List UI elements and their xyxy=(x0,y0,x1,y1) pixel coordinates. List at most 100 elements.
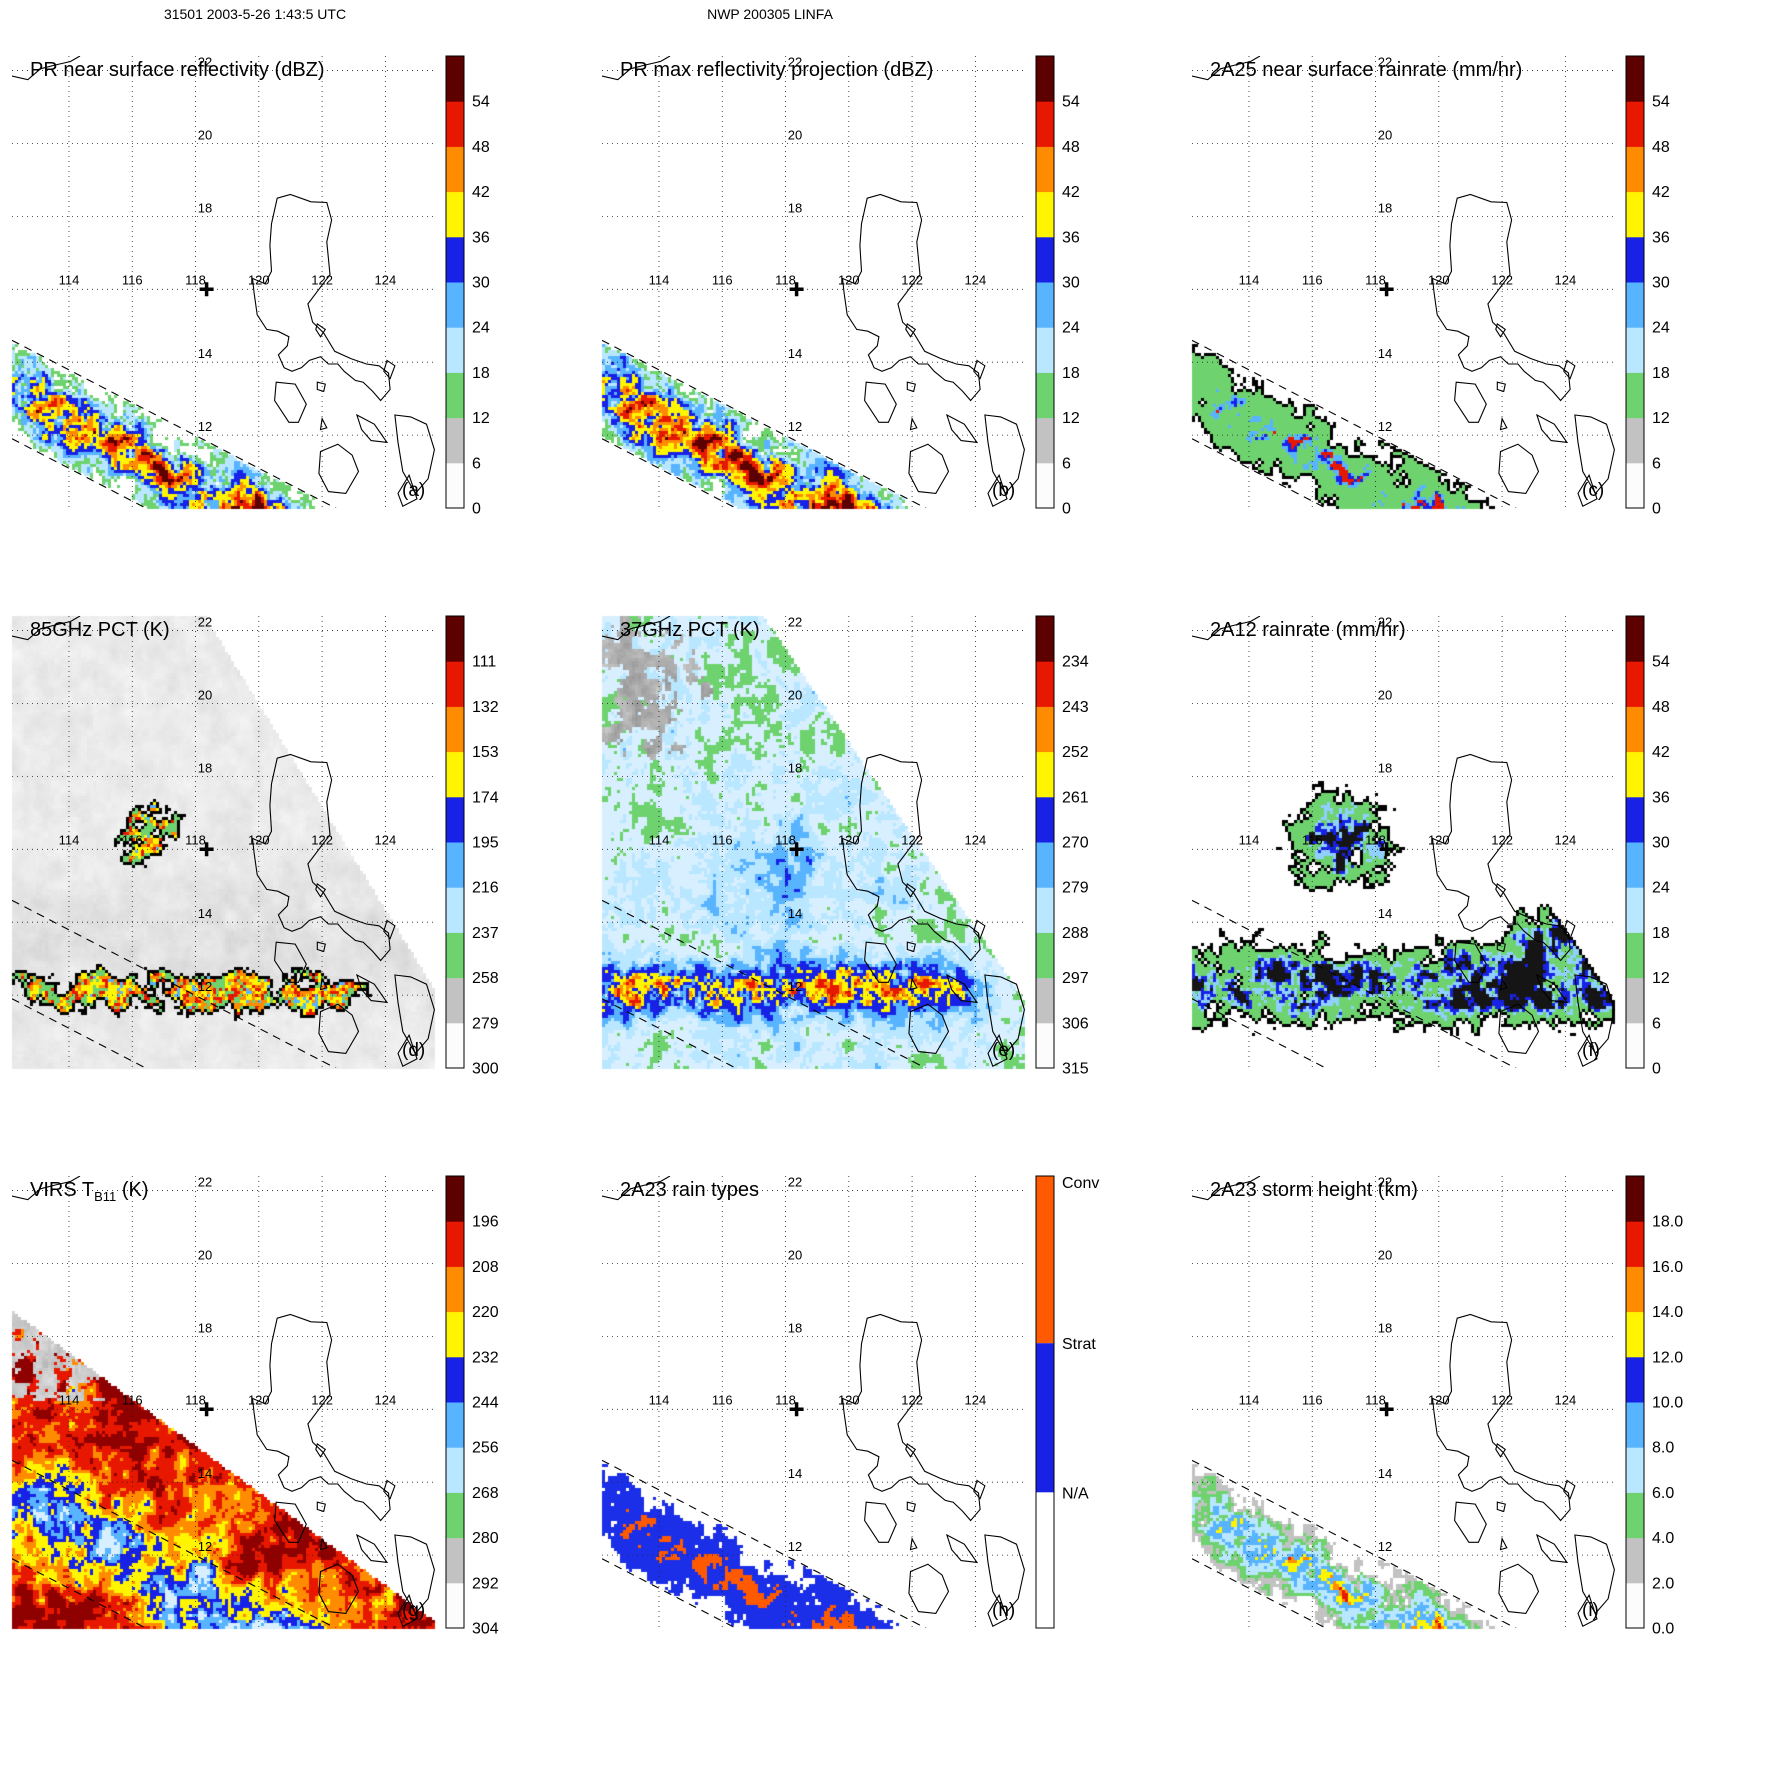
coastline xyxy=(1192,1176,1615,1627)
coastline xyxy=(602,1176,1025,1627)
lon-label: 116 xyxy=(122,1392,143,1407)
lat-label: 20 xyxy=(788,127,802,142)
lat-label: 14 xyxy=(198,906,212,921)
lat-label: 12 xyxy=(1378,979,1392,994)
colorbar-segment-label: Conv xyxy=(1062,1175,1099,1192)
lon-label: 124 xyxy=(1555,832,1577,847)
lat-label: 14 xyxy=(788,906,802,921)
storm-center-marker xyxy=(1379,282,1394,297)
lon-label: 116 xyxy=(122,832,143,847)
panel-title: 2A23 rain types xyxy=(620,1179,759,1201)
lat-label: 22 xyxy=(1378,615,1392,630)
colorbar-tick-label: 30 xyxy=(1652,835,1670,852)
lat-label: 18 xyxy=(198,760,212,775)
panel-title: PR near surface reflectivity (dBZ) xyxy=(30,59,325,81)
colorbar-tick-label: 36 xyxy=(1652,229,1670,246)
lon-label: 114 xyxy=(59,832,80,847)
lon-label: 114 xyxy=(1239,1392,1260,1407)
panel-h: 114 116 118 120 122 124 12 14 18 20 22 2A23 rain ty… xyxy=(590,1146,1180,1706)
lon-label: 122 xyxy=(901,832,923,847)
map-overlay-d: 114 116 118 120 122 124 12 14 18 20 22 85GHz PCT (K… xyxy=(12,615,499,1078)
colorbar-tick-label: 6.0 xyxy=(1652,1485,1674,1502)
panel-title: 37GHz PCT (K) xyxy=(620,619,760,641)
lat-label: 12 xyxy=(1378,419,1392,434)
lat-label: 18 xyxy=(788,200,802,215)
colorbar-tick-label: 232 xyxy=(472,1349,499,1366)
figure-header: 31501 2003-5-26 1:43:5 UTC NWP 200305 LI… xyxy=(0,0,1771,26)
colorbar-tick-label: 4.0 xyxy=(1652,1530,1674,1547)
lon-label: 124 xyxy=(1555,1392,1577,1407)
colorbar-tick-label: 174 xyxy=(472,789,499,806)
lat-label: 14 xyxy=(198,346,212,361)
lon-label: 124 xyxy=(965,272,987,287)
map-field-canvas-d xyxy=(0,586,590,1146)
colorbar-tick-label: 292 xyxy=(472,1575,499,1592)
lon-label: 116 xyxy=(122,272,143,287)
colorbar-tick-label: 24 xyxy=(1652,320,1670,337)
storm-name: NWP 200305 LINFA xyxy=(707,6,833,22)
panel-letter: (h) xyxy=(992,1600,1015,1621)
lon-label: 116 xyxy=(712,272,733,287)
lon-label: 120 xyxy=(1428,272,1450,287)
colorbar-tick-label: 195 xyxy=(472,835,499,852)
lon-label: 124 xyxy=(1555,272,1577,287)
swath-edge-lines xyxy=(1192,1459,1517,1628)
colorbar: 0 6 12 18 24 30 36 42 48 54 xyxy=(1625,55,1670,518)
lat-label: 14 xyxy=(788,346,802,361)
map-field-canvas-h xyxy=(590,1146,1180,1706)
lon-label: 116 xyxy=(1302,1392,1323,1407)
coastline xyxy=(12,56,435,507)
colorbar-tick-label: 216 xyxy=(472,880,499,897)
lon-label: 122 xyxy=(901,1392,923,1407)
lon-label: 120 xyxy=(1428,832,1450,847)
colorbar-tick-label: 24 xyxy=(1062,320,1080,337)
colorbar-tick-label: 54 xyxy=(1062,94,1080,111)
lat-label: 22 xyxy=(1378,55,1392,70)
lat-label: 22 xyxy=(1378,1175,1392,1190)
coastline xyxy=(12,616,435,1067)
coastline xyxy=(602,56,1025,507)
colorbar-tick-label: 12 xyxy=(472,410,490,427)
map-field-canvas-g xyxy=(0,1146,590,1706)
lat-label: 18 xyxy=(1378,760,1392,775)
colorbar-tick-label: 279 xyxy=(1062,880,1089,897)
lat-label: 20 xyxy=(788,1247,802,1262)
colorbar-tick-label: 48 xyxy=(1652,699,1670,716)
colorbar-tick-label: 12 xyxy=(1062,410,1080,427)
panel-i: 114 116 118 120 122 124 12 14 18 20 22 2A23 storm h… xyxy=(1180,1146,1770,1706)
lon-label: 124 xyxy=(375,1392,397,1407)
colorbar-tick-label: 6 xyxy=(1652,1015,1661,1032)
lon-label: 118 xyxy=(185,832,206,847)
map-field-canvas-a xyxy=(0,26,590,586)
lon-label: 118 xyxy=(775,832,796,847)
colorbar-tick-label: 12 xyxy=(1652,970,1670,987)
colorbar-tick-label: 18 xyxy=(1652,365,1670,382)
map-field-canvas-c xyxy=(1180,26,1770,586)
map-overlay-h: 114 116 118 120 122 124 12 14 18 20 22 2A23 rain ty… xyxy=(602,1175,1099,1629)
swath-edge-lines xyxy=(602,899,927,1068)
map-overlay-e: 114 116 118 120 122 124 12 14 18 20 22 37GHz PCT (K… xyxy=(602,615,1089,1078)
colorbar: 0 6 12 18 24 30 36 42 48 54 xyxy=(1035,55,1080,518)
colorbar-tick-label: 48 xyxy=(1652,139,1670,156)
colorbar-tick-label: 252 xyxy=(1062,744,1089,761)
colorbar-tick-label: 270 xyxy=(1062,835,1089,852)
colorbar-tick-label: 261 xyxy=(1062,789,1089,806)
colorbar-segment-label: N/A xyxy=(1062,1485,1089,1502)
lon-label: 118 xyxy=(185,272,206,287)
lon-label: 124 xyxy=(965,832,987,847)
colorbar-tick-label: 6 xyxy=(472,455,481,472)
colorbar-tick-label: 30 xyxy=(1652,275,1670,292)
colorbar-tick-label: 196 xyxy=(472,1214,499,1231)
colorbar-tick-label: 12 xyxy=(1652,410,1670,427)
colorbar-tick-label: 268 xyxy=(472,1485,499,1502)
panel-title: VIRS TB11 (K) xyxy=(30,1179,148,1204)
colorbar-tick-label: 42 xyxy=(472,184,490,201)
swath-edge-lines xyxy=(1192,339,1517,508)
colorbar-tick-label: 54 xyxy=(1652,654,1670,671)
lat-label: 14 xyxy=(1378,906,1392,921)
panel-title: 2A25 near surface rainrate (mm/hr) xyxy=(1210,59,1522,81)
storm-center-marker xyxy=(1379,1402,1394,1417)
colorbar-tick-label: 30 xyxy=(1062,275,1080,292)
